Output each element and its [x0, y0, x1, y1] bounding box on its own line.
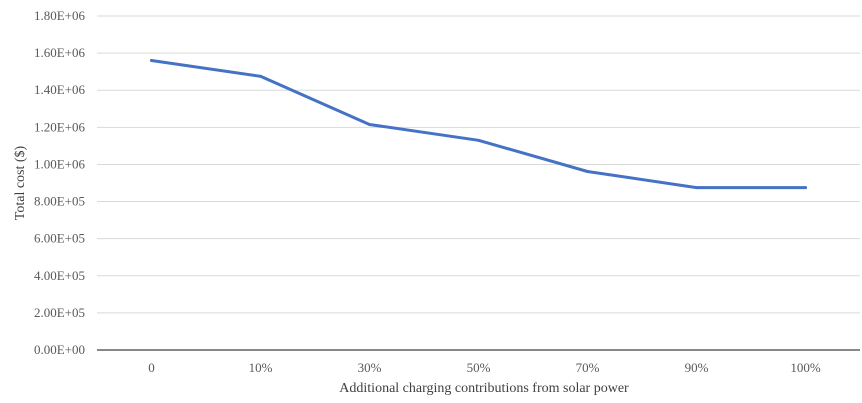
series-layer — [150, 59, 807, 190]
y-tick-label: 1.60E+06 — [34, 45, 86, 60]
data-point — [368, 123, 371, 127]
data-point — [695, 186, 698, 190]
data-point — [586, 169, 589, 173]
x-axis-tick-labels: 0 10% 30% 50% 70% 90% 100% — [148, 360, 821, 375]
y-tick-label: 0.00E+00 — [34, 342, 85, 357]
x-tick-label: 50% — [467, 360, 491, 375]
y-tick-label: 4.00E+05 — [34, 268, 85, 283]
x-axis-title: Additional charging contributions from s… — [339, 381, 629, 396]
x-tick-label: 90% — [685, 360, 709, 375]
x-tick-label: 30% — [358, 360, 382, 375]
data-point — [477, 138, 480, 142]
y-tick-label: 2.00E+05 — [34, 305, 85, 320]
series-line — [150, 59, 807, 190]
y-tick-label: 6.00E+05 — [34, 231, 85, 246]
y-tick-label: 1.40E+06 — [34, 82, 86, 97]
y-tick-label: 1.00E+06 — [34, 156, 86, 171]
x-tick-label: 0 — [148, 360, 155, 375]
data-point — [804, 186, 807, 190]
y-tick-label: 1.20E+06 — [34, 119, 86, 134]
y-axis-tick-labels: 0.00E+00 2.00E+05 4.00E+05 6.00E+05 8.00E+05… — [34, 8, 86, 357]
gridlines — [97, 15, 860, 314]
x-tick-label: 70% — [576, 360, 600, 375]
y-tick-label: 8.00E+05 — [34, 194, 85, 209]
y-axis-title: Total cost ($) — [13, 145, 28, 220]
x-tick-label: 100% — [790, 360, 821, 375]
y-tick-label: 1.80E+06 — [34, 8, 86, 23]
data-point — [259, 74, 262, 78]
x-tick-label: 10% — [249, 360, 273, 375]
data-point — [150, 59, 153, 63]
